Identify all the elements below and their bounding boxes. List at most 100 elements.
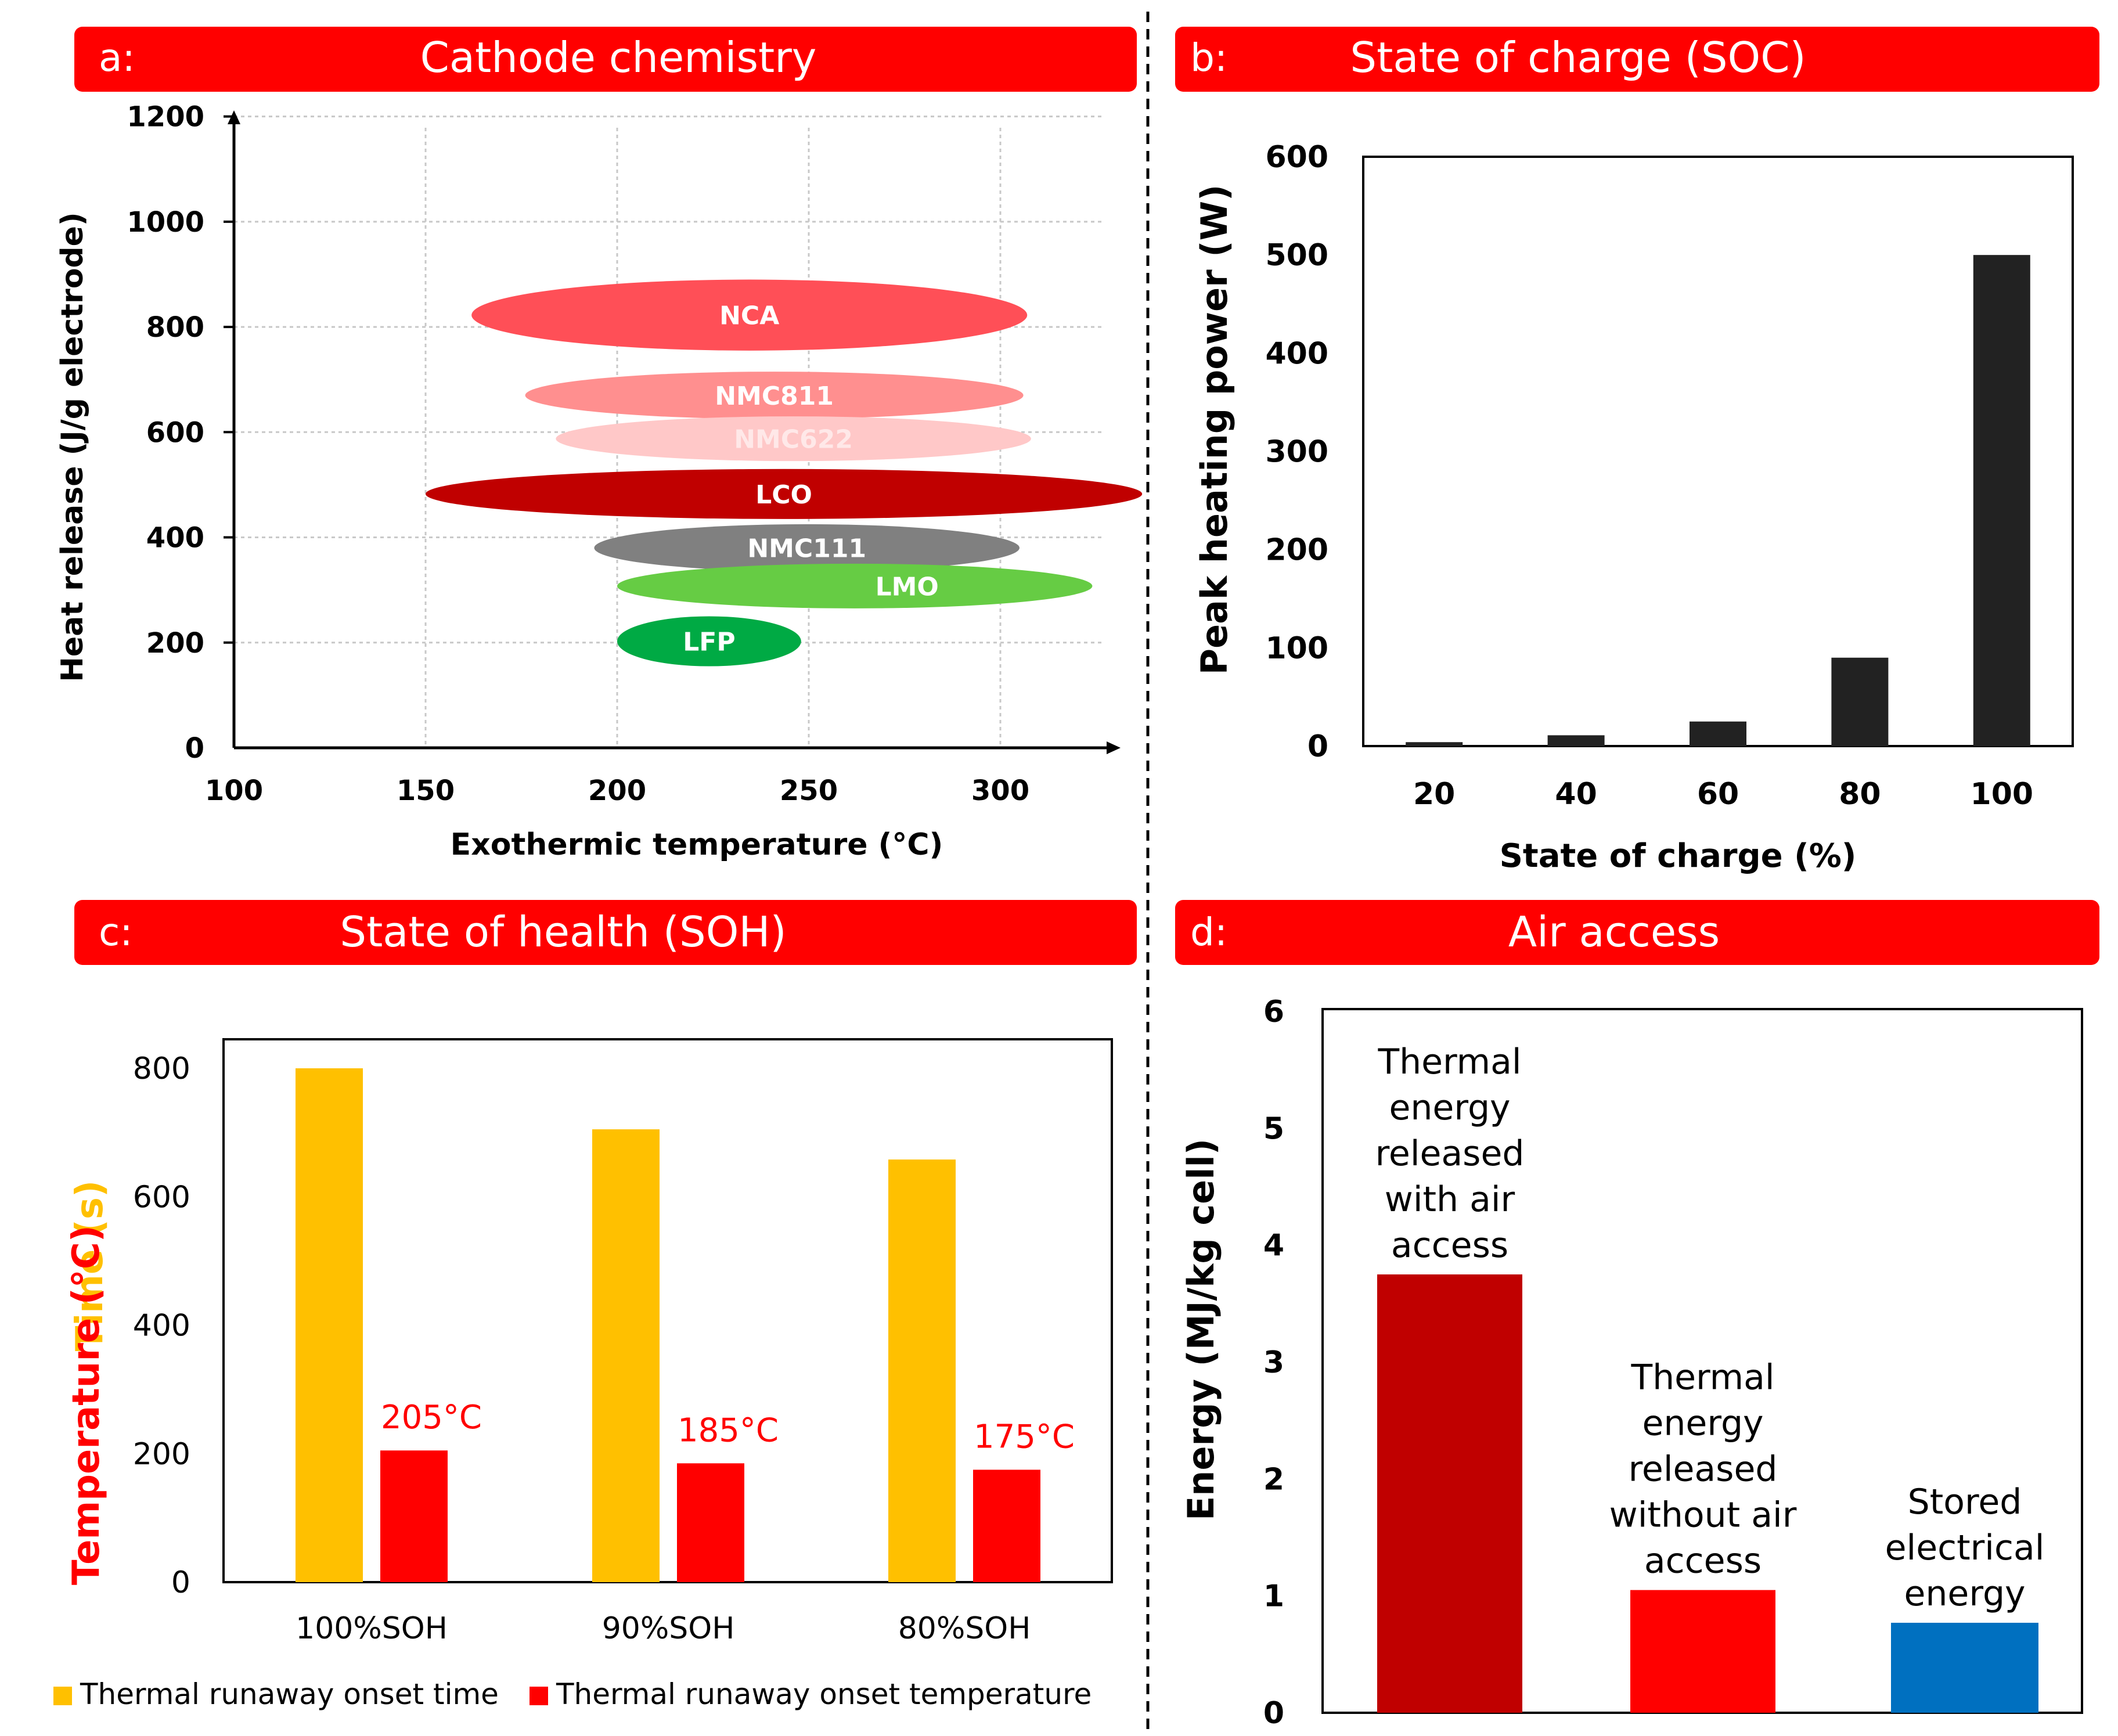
soc-bar bbox=[1973, 255, 2030, 747]
onset-time-bar bbox=[592, 1129, 660, 1582]
region-nmc811-ellipse bbox=[525, 372, 1024, 419]
panel-b-title: State of charge (SOC) bbox=[1350, 33, 1806, 82]
region-nmc622-ellipse bbox=[556, 416, 1031, 462]
panel-b-y-tick-label: 200 bbox=[1265, 533, 1328, 568]
region-lco-ellipse bbox=[426, 469, 1143, 519]
region-lfp-label: LFP bbox=[683, 628, 735, 657]
panel-b-y-tick-label: 300 bbox=[1265, 435, 1328, 470]
energy-bar-label-line: Thermal bbox=[1630, 1357, 1774, 1398]
energy-bar-label-line: energy bbox=[1642, 1403, 1763, 1444]
energy-bar-label-line: electrical bbox=[1885, 1528, 2045, 1568]
energy-bar bbox=[1891, 1622, 2038, 1713]
panel-a-x-tick-label: 200 bbox=[588, 775, 646, 807]
energy-bar-label-line: with air bbox=[1385, 1179, 1515, 1220]
panel-a-y-tick-label: 800 bbox=[146, 311, 204, 344]
panel-d-y-tick-label: 2 bbox=[1263, 1462, 1284, 1497]
legend-swatch-time bbox=[53, 1687, 72, 1705]
region-lmo-label: LMO bbox=[876, 572, 939, 602]
panel-c-y-tick-label: 200 bbox=[133, 1437, 190, 1472]
panel-b-y-tick-label: 400 bbox=[1265, 336, 1328, 371]
panel-b-chart: 20 40 60 80 100 0 100 200 300 400 500 600 State of … bbox=[1193, 140, 2074, 875]
region-lfp-ellipse bbox=[617, 616, 801, 667]
region-lmo: LMO bbox=[617, 563, 1093, 608]
energy-bar-label-line: released bbox=[1629, 1449, 1778, 1490]
panel-b-y-tick-label: 500 bbox=[1265, 238, 1328, 273]
panel-b-x-tick-label: 60 bbox=[1697, 777, 1739, 812]
panel-c-y-title-time: Time (s) bbox=[69, 1180, 111, 1352]
legend-label-time: Thermal runaway onset time bbox=[80, 1677, 499, 1711]
onset-temp-bar bbox=[973, 1470, 1040, 1582]
legend-swatch-temp bbox=[530, 1687, 548, 1705]
energy-bar-label-line: energy bbox=[1389, 1087, 1510, 1128]
panel-c-y-title-temp: Temperature (°C) bbox=[65, 1225, 108, 1585]
panel-a-y-tick-label: 600 bbox=[146, 416, 204, 449]
panel-d-y-tick-label: 3 bbox=[1263, 1345, 1284, 1380]
onset-time-bar bbox=[888, 1159, 956, 1582]
panel-d-y-tick-label: 0 bbox=[1263, 1696, 1284, 1731]
region-nmc111-ellipse bbox=[594, 524, 1020, 572]
panel-a-y-tick-label: 200 bbox=[146, 627, 204, 660]
panel-b-x-title: State of charge (%) bbox=[1500, 837, 1857, 875]
region-nmc811: NMC811 bbox=[525, 372, 1024, 419]
panel-d-y-tick-label: 6 bbox=[1263, 995, 1284, 1029]
onset-temp-data-label: 185°C bbox=[678, 1411, 779, 1449]
energy-bar-label-line: access bbox=[1391, 1225, 1508, 1266]
panel-a-x-tick-label: 250 bbox=[780, 775, 838, 807]
panel-a-y-tick-label: 1000 bbox=[127, 206, 204, 239]
panel-c-y-tick-label: 400 bbox=[133, 1309, 190, 1344]
energy-bar bbox=[1377, 1274, 1522, 1713]
panel-d-title: Air access bbox=[1508, 907, 1720, 956]
panel-c-x-tick-label: 90%SOH bbox=[602, 1611, 735, 1646]
panel-a-letter: a: bbox=[99, 35, 135, 80]
region-lfp: LFP bbox=[617, 616, 801, 667]
panel-c-header: c: State of health (SOH) bbox=[74, 900, 1137, 965]
panel-a-chart: NCA NMC811 NMC622 LCO NMC111 LMO LFP 100 150 200… bbox=[55, 101, 1143, 862]
energy-bar bbox=[1630, 1590, 1775, 1713]
panel-d-chart: 0 1 2 3 4 5 6 Thermal energy released with air acc… bbox=[1180, 995, 2083, 1731]
region-nmc111: NMC111 bbox=[594, 524, 1020, 572]
energy-bar-label-line: released bbox=[1375, 1133, 1525, 1174]
panel-c-y-tick-label: 0 bbox=[171, 1565, 190, 1600]
panel-b-x-tick-label: 20 bbox=[1413, 777, 1455, 812]
energy-bar-label-line: without air bbox=[1609, 1495, 1797, 1536]
region-nmc111-label: NMC111 bbox=[747, 534, 866, 564]
panel-c-legend: Thermal runaway onset time Thermal runaw… bbox=[53, 1677, 1092, 1711]
panel-c-letter: c: bbox=[99, 910, 133, 955]
region-nmc811-label: NMC811 bbox=[715, 381, 834, 411]
panel-b-plot-frame bbox=[1362, 156, 2074, 747]
panel-b-x-tick-label: 40 bbox=[1555, 777, 1597, 812]
panel-c-x-tick-label: 80%SOH bbox=[898, 1611, 1031, 1646]
soc-bar bbox=[1690, 721, 1746, 746]
panel-a-x-tick-label: 150 bbox=[397, 775, 455, 807]
panel-d-y-tick-label: 4 bbox=[1263, 1229, 1284, 1263]
panel-d-y-title: Energy (MJ/kg cell) bbox=[1180, 1139, 1222, 1521]
panel-a-y-tick-label: 1200 bbox=[127, 101, 204, 134]
energy-bar-label-line: Stored bbox=[1908, 1482, 2022, 1522]
soc-bar bbox=[1547, 735, 1605, 746]
panel-b-x-tick-label: 80 bbox=[1839, 777, 1881, 812]
panel-c-x-tick-label: 100%SOH bbox=[296, 1611, 448, 1646]
panel-c-plot-frame bbox=[222, 1038, 1113, 1583]
panel-b-y-tick-label: 100 bbox=[1265, 631, 1328, 666]
panel-a-title: Cathode chemistry bbox=[420, 33, 817, 82]
energy-bar-label-line: access bbox=[1644, 1541, 1762, 1582]
panel-a-x-tick-label: 100 bbox=[205, 775, 263, 807]
panel-c-y-tick-label: 800 bbox=[133, 1051, 190, 1086]
panel-c-chart: 205°C 185°C 175°C 100%SOH 90%SOH 80%SOH 0 200 4… bbox=[53, 1038, 1113, 1711]
panel-c-y-tick-label: 600 bbox=[133, 1180, 190, 1215]
panel-a-y-tick-label: 400 bbox=[146, 522, 204, 554]
panel-b-y-tick-label: 600 bbox=[1265, 140, 1328, 175]
panel-d-header: d: Air access bbox=[1175, 900, 2099, 965]
panel-d-y-tick-label: 5 bbox=[1263, 1111, 1284, 1146]
region-nca-ellipse bbox=[471, 279, 1028, 351]
soc-bar bbox=[1406, 742, 1463, 746]
region-nmc622: NMC622 bbox=[556, 416, 1031, 462]
region-nca: NCA bbox=[471, 279, 1028, 351]
panel-a-y-title: Heat release (J/g electrode) bbox=[55, 212, 90, 682]
legend-label-temp: Thermal runaway onset temperature bbox=[556, 1677, 1092, 1711]
onset-temp-bar bbox=[380, 1450, 448, 1582]
panel-b-header: b: State of charge (SOC) bbox=[1175, 27, 2099, 92]
region-nmc622-label: NMC622 bbox=[734, 425, 853, 455]
region-nca-label: NCA bbox=[719, 301, 779, 331]
onset-temp-bar bbox=[677, 1463, 744, 1582]
